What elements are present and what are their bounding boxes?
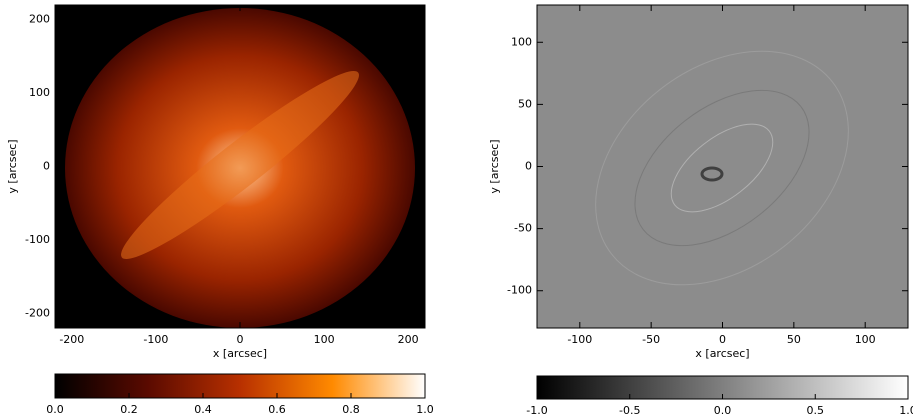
colorbar-tick-label: 0.5 [807,404,825,417]
x-tick-label: -100 [143,333,168,346]
colorbar-tick-label: 0.0 [46,403,64,416]
y-tick-label: 200 [29,13,50,26]
x-tick-label: 100 [855,333,876,346]
y-tick-label: -100 [25,233,50,246]
colorbar-tick-label: -0.5 [619,404,640,417]
x-tick-label: 200 [398,333,419,346]
y-tick-label: -200 [25,306,50,319]
colorbar-tick-label: 0.6 [268,403,286,416]
x-tick-label: 50 [787,333,801,346]
colorbar-tick-label: 0.8 [342,403,360,416]
x-tick-label: -200 [59,333,84,346]
y-tick-label: 50 [518,97,532,110]
y-tick-label: 0 [43,160,50,173]
x-tick-label: -50 [642,333,660,346]
y-tick-label: 0 [525,160,532,173]
colorbar-tick-label: 1.0 [899,404,913,417]
y-tick-label: 100 [29,86,50,99]
colorbar-tick-label: 1.0 [416,403,434,416]
image-rings [595,50,849,286]
y-tick-label: 100 [511,35,532,48]
colorbar-tick-label: 0.2 [120,403,138,416]
colorbar-tick-label: -1.0 [526,404,547,417]
y-tick-label: -50 [514,222,532,235]
x-axis-label: x [arcsec] [695,347,749,360]
x-tick-label: 0 [237,333,244,346]
image-background [537,5,908,328]
y-tick-label: -100 [507,284,532,297]
colorbar-tick-label: 0.4 [194,403,212,416]
colorbar-tick-label: 0.0 [714,404,732,417]
y-axis-label: y [arcsec] [6,139,19,193]
colorbar [54,373,426,399]
x-tick-label: 100 [314,333,335,346]
x-tick-label: 0 [719,333,726,346]
x-axis-label: x [arcsec] [213,347,267,360]
x-tick-label: -100 [567,333,592,346]
y-axis-label: y [arcsec] [488,139,501,193]
image-bright-band [121,71,359,259]
